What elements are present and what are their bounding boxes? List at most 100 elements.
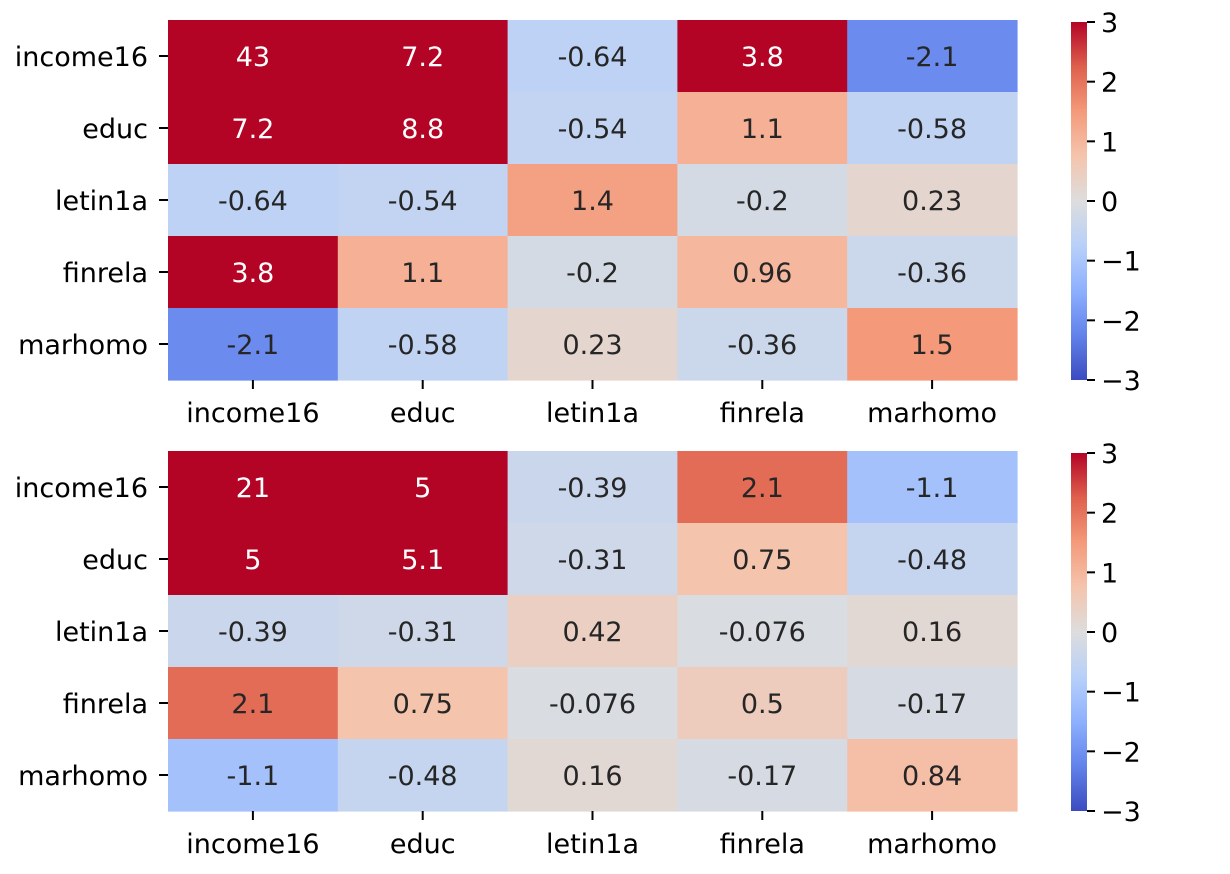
- cell-value-label-r2-c1: 7.2: [231, 114, 274, 145]
- heatmap-panel-2: 21 5 -0.39 2.1 -1.15 5.1 -0.31 0.75 -0.48-0.39 -0…: [15, 439, 1141, 860]
- cell-value-label-r5-c1: -2.1: [227, 330, 280, 361]
- heatmap-cell-r1-c2: [337, 20, 509, 93]
- x-tick-label-finrela: finrela: [720, 398, 805, 429]
- colorbar-tick-label: −1: [1101, 678, 1141, 709]
- colorbar-2: [1071, 453, 1087, 811]
- y-tick-label-marhomo: marhomo: [18, 761, 148, 792]
- heatmap-cell-r4-c4: [677, 667, 848, 740]
- cell-value-label-r5-c2: -0.58: [388, 330, 458, 361]
- cell-value-label-r4-c2: 0.75: [393, 689, 453, 720]
- heatmap-cell-r4-c2: [337, 236, 509, 309]
- x-tick-label-educ: educ: [390, 829, 456, 860]
- heatmap-cell-r4-c5: [847, 667, 1018, 740]
- colorbar-tick-label: 0: [1101, 187, 1118, 218]
- heatmap-cell-r5-c3: [507, 308, 678, 381]
- heatmap-cell-r4-c3: [507, 667, 678, 740]
- cell-value-label-r3-c5: 0.23: [902, 186, 962, 217]
- cell-value-label-r3-c3: 0.42: [562, 617, 622, 648]
- heatmap-cell-r5-c1: [168, 308, 339, 381]
- heatmap-cell-r1-c1: [168, 20, 339, 93]
- cell-value-label-r3-c3: 1.4: [571, 186, 614, 217]
- heatmap-cell-r4-c3: [507, 236, 678, 309]
- x-tick-label-marhomo: marhomo: [867, 829, 997, 860]
- cell-value-label-r3-c4: -0.076: [719, 617, 806, 648]
- cell-value-label-r2-c3: -0.31: [558, 545, 628, 576]
- heatmap-cell-r2-c3: [507, 523, 678, 596]
- cell-value-label-r1-c2: 7.2: [401, 42, 444, 73]
- heatmap-cell-r2-c4: [677, 523, 848, 596]
- cell-value-label-r1-c3: -0.64: [558, 42, 628, 73]
- cell-value-label-r2-c4: 1.1: [741, 114, 784, 145]
- heatmap-cell-r5-c4: [677, 308, 848, 381]
- heatmap-cell-r3-c1: [168, 595, 339, 668]
- cell-value-label-r4-c5: -0.36: [897, 258, 967, 289]
- cell-value-label-r2-c2: 5.1: [401, 545, 444, 576]
- heatmap-cell-r5-c2: [337, 739, 509, 812]
- cell-value-label-r5-c3: 0.16: [562, 761, 622, 792]
- colorbar-tick-label: 2: [1101, 499, 1118, 530]
- cell-value-label-r5-c2: -0.48: [388, 761, 458, 792]
- cell-value-label-r4-c1: 2.1: [231, 689, 274, 720]
- cell-value-label-r4-c3: -0.2: [566, 258, 619, 289]
- cell-value-label-r3-c5: 0.16: [902, 617, 962, 648]
- cell-value-label-r1-c3: -0.39: [558, 473, 628, 504]
- heatmap-cell-r1-c3: [507, 20, 678, 93]
- cell-value-label-r1-c1: 21: [236, 473, 270, 504]
- y-tick-label-letin1a: letin1a: [55, 186, 148, 217]
- cell-value-label-r4-c3: -0.076: [549, 689, 636, 720]
- y-tick-label-marhomo: marhomo: [18, 330, 148, 361]
- heatmap-cell-r2-c3: [507, 92, 678, 165]
- heatmap-cell-r2-c1: [168, 92, 339, 165]
- cell-value-label-r2-c1: 5: [244, 545, 261, 576]
- colorbar-tick-label: 3: [1101, 8, 1118, 39]
- cell-value-label-r5-c1: -1.1: [227, 761, 280, 792]
- y-tick-label-finrela: finrela: [63, 689, 148, 720]
- heatmap-cell-r4-c1: [168, 236, 339, 309]
- colorbar-tick-label: 2: [1101, 68, 1118, 99]
- heatmap-cell-r1-c5: [847, 451, 1018, 524]
- colorbar-tick-label: −2: [1101, 306, 1141, 337]
- x-tick-label-finrela: finrela: [720, 829, 805, 860]
- heatmap-cell-r5-c2: [337, 308, 509, 381]
- colorbar-tick-label: 3: [1101, 439, 1118, 470]
- cell-value-label-r3-c2: -0.31: [388, 617, 458, 648]
- cell-value-label-r4-c4: 0.5: [741, 689, 784, 720]
- cell-value-label-r4-c1: 3.8: [231, 258, 274, 289]
- heatmap-cell-r1-c3: [507, 451, 678, 524]
- colorbar-tick-label: 1: [1101, 127, 1118, 158]
- cell-value-label-r5-c3: 0.23: [562, 330, 622, 361]
- cell-value-label-r2-c5: -0.58: [897, 114, 967, 145]
- heatmap-cell-r2-c1: [168, 523, 339, 596]
- cell-value-label-r5-c4: -0.36: [727, 330, 797, 361]
- heatmap-cell-r3-c2: [337, 164, 509, 237]
- heatmap-cell-r1-c5: [847, 20, 1018, 93]
- colorbar-1: [1071, 22, 1087, 380]
- y-tick-label-finrela: finrela: [63, 258, 148, 289]
- cell-value-label-r2-c4: 0.75: [732, 545, 792, 576]
- heatmap-cell-r2-c5: [847, 523, 1018, 596]
- heatmap-cell-r1-c2: [337, 451, 509, 524]
- heatmap-cell-r4-c2: [337, 667, 509, 740]
- cell-value-label-r1-c4: 3.8: [741, 42, 784, 73]
- cell-value-label-r3-c1: -0.39: [218, 617, 288, 648]
- colorbar-tick-label: 1: [1101, 558, 1118, 589]
- heatmap-cell-r3-c4: [677, 595, 848, 668]
- heatmap-cell-r3-c2: [337, 595, 509, 668]
- y-tick-label-income16: income16: [15, 42, 148, 73]
- y-tick-label-letin1a: letin1a: [55, 617, 148, 648]
- cell-value-label-r3-c2: -0.54: [388, 186, 458, 217]
- heatmap-cell-r4-c1: [168, 667, 339, 740]
- heatmap-cell-r5-c5: [847, 308, 1018, 381]
- cell-value-label-r1-c5: -1.1: [906, 473, 959, 504]
- heatmap-cell-r3-c1: [168, 164, 339, 237]
- heatmap-cell-r5-c5: [847, 739, 1018, 812]
- cell-value-label-r1-c1: 43: [236, 42, 270, 73]
- cell-value-label-r4-c2: 1.1: [401, 258, 444, 289]
- heatmap-cell-r3-c5: [847, 164, 1018, 237]
- x-tick-label-income16: income16: [186, 398, 319, 429]
- cell-value-label-r5-c5: 0.84: [902, 761, 962, 792]
- cell-value-label-r1-c2: 5: [414, 473, 431, 504]
- heatmap-cell-r2-c4: [677, 92, 848, 165]
- cell-value-label-r1-c5: -2.1: [906, 42, 959, 73]
